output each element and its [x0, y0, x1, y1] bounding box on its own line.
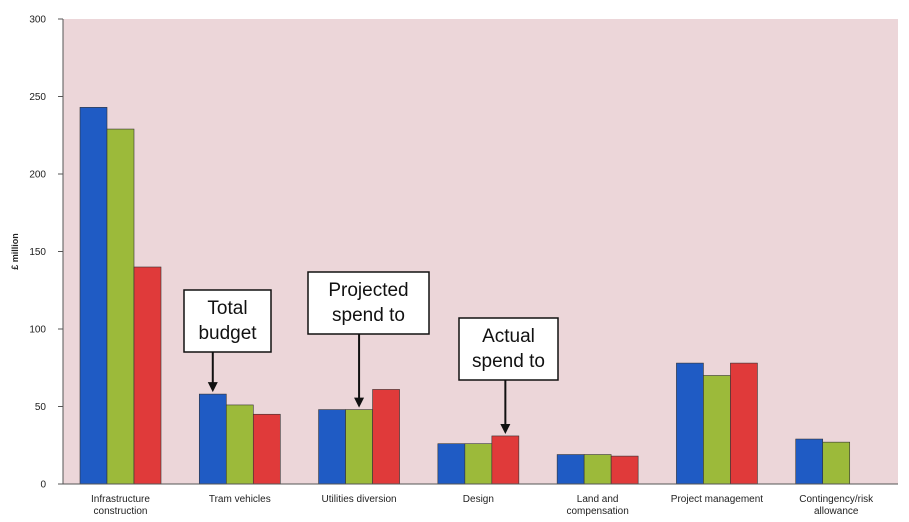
y-tick-label: 150	[29, 247, 46, 258]
y-tick-label: 0	[40, 480, 46, 491]
bar	[491, 435, 520, 485]
bar	[437, 443, 466, 485]
callout-text: Projected	[328, 280, 408, 301]
bar	[79, 107, 108, 485]
y-tick-label: 200	[29, 170, 46, 181]
callout-text: spend to	[332, 305, 405, 326]
callout-box	[307, 271, 430, 335]
bar	[610, 455, 639, 485]
callout-arrow-head	[354, 397, 365, 408]
bar	[464, 443, 493, 485]
callout-text: Actual	[482, 326, 535, 347]
x-axis: Infrastructure construction Tram vehicles U…	[63, 483, 898, 517]
bar	[556, 454, 585, 485]
x-category-label: Land and compensation	[567, 494, 629, 517]
bar	[583, 454, 612, 485]
x-category-label: Infrastructure construction	[91, 494, 150, 517]
bars	[79, 107, 851, 485]
x-category-label: Project management	[671, 494, 763, 505]
x-category-label: Tram vehicles	[209, 494, 271, 505]
bar	[133, 266, 162, 485]
y-tick-label: 250	[29, 92, 46, 103]
bar	[795, 438, 824, 485]
callout: Projected spend to	[307, 271, 430, 408]
bar	[730, 362, 758, 485]
bar	[372, 389, 400, 485]
bar	[225, 404, 254, 485]
callout: Total budget	[183, 289, 272, 393]
callout-text: budget	[198, 323, 257, 344]
y-axis: 0 50 100 150 200 250 300	[29, 15, 64, 491]
bar	[345, 409, 373, 485]
bar	[822, 441, 851, 485]
x-category-label: Design	[463, 494, 494, 505]
y-tick-label: 300	[29, 15, 46, 26]
bar	[106, 128, 135, 485]
callout: Actual spend to	[458, 317, 559, 434]
y-axis-label: £ million	[10, 233, 20, 270]
x-category-label: Utilities diversion	[322, 494, 397, 505]
y-tick-label: 50	[35, 402, 47, 413]
annotations: Total budget Projected spend to Actual spend …	[183, 271, 559, 434]
bar	[318, 409, 346, 485]
callout-text: spend to	[472, 351, 545, 372]
plot-area	[63, 19, 898, 484]
callout-text: Total	[207, 298, 247, 319]
callout-arrow-head	[207, 382, 218, 393]
bar	[703, 375, 731, 485]
x-category-label: Contingency/risk allowance	[799, 494, 874, 517]
bar	[676, 362, 704, 485]
callout-arrow-head	[500, 423, 511, 434]
bar	[198, 393, 227, 485]
callout-box	[458, 317, 559, 381]
y-tick-label: 100	[29, 325, 46, 336]
bar	[252, 413, 281, 485]
callout-box	[183, 289, 272, 353]
